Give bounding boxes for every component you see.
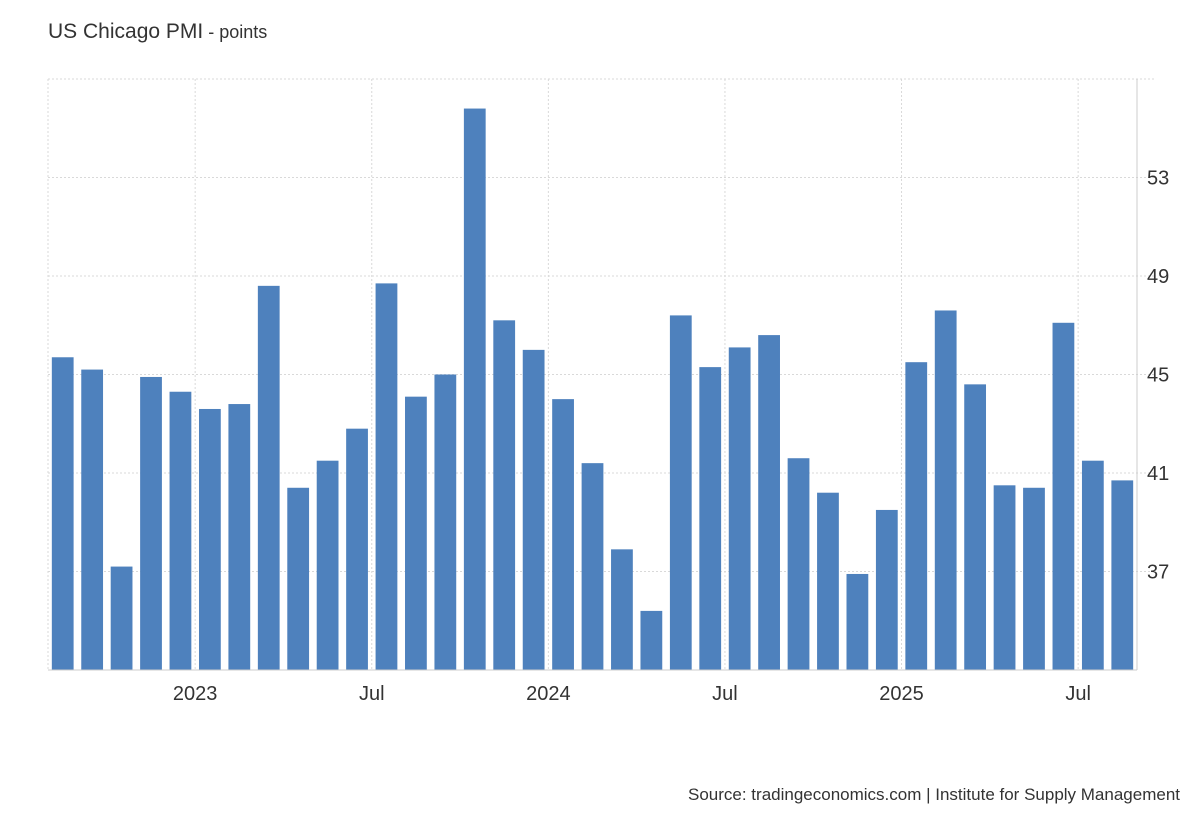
bar[interactable] xyxy=(699,367,722,670)
bar[interactable] xyxy=(375,283,398,670)
bar[interactable] xyxy=(522,349,545,670)
bar[interactable] xyxy=(316,460,339,670)
x-tick-label: Jul xyxy=(712,683,738,705)
x-tick-label: 2024 xyxy=(526,683,571,705)
source-credit: Source: tradingeconomics.com | Institute… xyxy=(688,785,1180,804)
bar[interactable] xyxy=(463,108,486,671)
bar[interactable] xyxy=(1111,480,1134,670)
bar[interactable] xyxy=(287,487,310,670)
bar[interactable] xyxy=(993,485,1016,670)
y-tick-label: 49 xyxy=(1147,266,1169,288)
chart-unit-label: - points xyxy=(203,22,268,42)
bar[interactable] xyxy=(728,347,751,670)
bar[interactable] xyxy=(228,404,251,670)
bar[interactable] xyxy=(198,408,221,670)
bar[interactable] xyxy=(140,376,162,670)
y-tick-label: 41 xyxy=(1147,463,1169,485)
chart-bars xyxy=(51,108,1134,671)
y-tick-label: 53 xyxy=(1147,168,1169,190)
x-tick-label: Jul xyxy=(359,683,385,705)
y-axis-labels: 37 41 45 49 53 xyxy=(1147,168,1169,584)
bar[interactable] xyxy=(758,335,780,670)
chart-axes xyxy=(48,79,1138,671)
bar[interactable] xyxy=(81,369,104,670)
bar[interactable] xyxy=(257,285,280,670)
bar[interactable] xyxy=(1052,322,1075,670)
bar[interactable] xyxy=(51,357,74,670)
x-tick-label: Jul xyxy=(1065,683,1091,705)
chart-title-text: US Chicago PMI xyxy=(48,20,204,43)
chart-title: US Chicago PMI - points xyxy=(48,20,267,44)
bar[interactable] xyxy=(669,315,692,670)
x-tick-label: 2025 xyxy=(879,683,924,705)
bar[interactable] xyxy=(905,362,928,670)
bar[interactable] xyxy=(110,566,133,670)
bar[interactable] xyxy=(934,310,957,670)
bar[interactable] xyxy=(1023,487,1045,670)
bar[interactable] xyxy=(817,492,839,670)
y-tick-label: 45 xyxy=(1147,365,1169,387)
y-tick-label: 37 xyxy=(1147,562,1169,584)
bar[interactable] xyxy=(964,384,987,670)
bar[interactable] xyxy=(434,374,457,671)
bar[interactable] xyxy=(581,463,604,670)
bar[interactable] xyxy=(640,610,663,670)
bar[interactable] xyxy=(346,428,368,670)
bar[interactable] xyxy=(493,320,516,670)
bar[interactable] xyxy=(875,509,898,670)
bar[interactable] xyxy=(846,573,869,670)
bar[interactable] xyxy=(1081,460,1104,670)
bar-chart: 2023 Jul 2024 Jul 2025 Jul 37 41 45 49 53 xyxy=(47,78,1169,705)
x-tick-label: 2023 xyxy=(173,683,218,705)
bar[interactable] xyxy=(611,549,633,670)
bar[interactable] xyxy=(552,399,574,670)
bar[interactable] xyxy=(169,391,192,670)
x-axis-labels: 2023 Jul 2024 Jul 2025 Jul xyxy=(173,683,1091,705)
bar[interactable] xyxy=(405,396,427,670)
bar[interactable] xyxy=(787,458,810,670)
